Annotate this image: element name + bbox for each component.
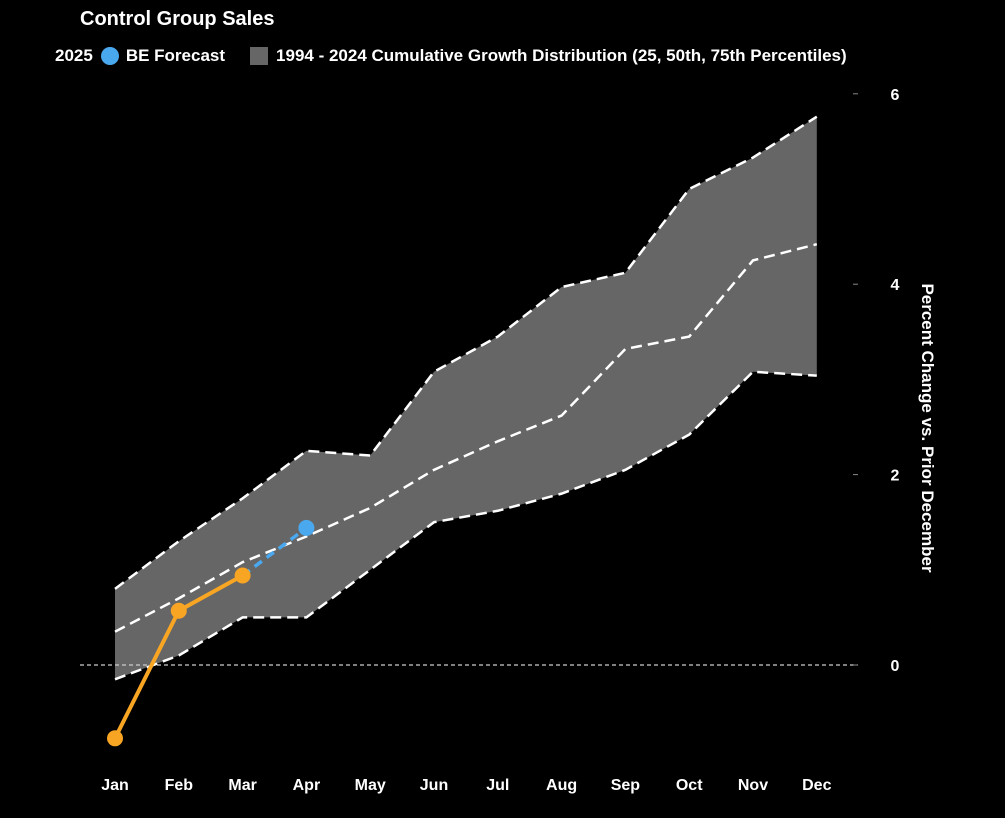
x-tick-dec: Dec bbox=[802, 777, 831, 794]
y-axis-label: Percent Change vs. Prior December bbox=[918, 283, 937, 573]
legend-forecast-label: BE Forecast bbox=[125, 46, 226, 65]
actual-point-jan bbox=[107, 730, 123, 747]
x-tick-nov: Nov bbox=[738, 777, 768, 794]
y-tick-4: 4 bbox=[891, 277, 900, 294]
percentile-25-line bbox=[114, 370, 817, 681]
distribution-band bbox=[115, 116, 817, 680]
x-tick-may: May bbox=[355, 777, 386, 794]
x-tick-mar: Mar bbox=[228, 777, 256, 794]
legend-band-swatch bbox=[250, 47, 269, 65]
percentile-50-line bbox=[114, 243, 818, 633]
x-tick-oct: Oct bbox=[676, 777, 703, 794]
legend-actual-label: 2025 bbox=[55, 46, 93, 65]
x-tick-jan: Jan bbox=[101, 777, 129, 794]
forecast-point-apr bbox=[298, 519, 315, 536]
y-tick-2: 2 bbox=[891, 468, 900, 485]
forecast-line bbox=[241, 526, 308, 577]
legend: 2025 BE Forecast 1994 - 2024 Cumulative … bbox=[55, 46, 847, 66]
percentile-75-line bbox=[114, 115, 818, 590]
x-tick-jun: Jun bbox=[420, 777, 448, 794]
x-tick-sep: Sep bbox=[611, 777, 641, 794]
actual-point-feb bbox=[170, 602, 187, 619]
legend-band-label: 1994 - 2024 Cumulative Growth Distributi… bbox=[276, 46, 847, 65]
x-tick-feb: Feb bbox=[165, 777, 194, 794]
actual-point-mar bbox=[234, 567, 251, 584]
y-tick-6: 6 bbox=[891, 87, 900, 104]
x-tick-jul: Jul bbox=[486, 777, 509, 794]
legend-forecast-marker bbox=[100, 47, 119, 65]
y-tick-0: 0 bbox=[891, 658, 900, 675]
x-tick-aug: Aug bbox=[546, 777, 577, 794]
chart-title: Control Group Sales bbox=[80, 8, 275, 30]
x-tick-apr: Apr bbox=[293, 777, 321, 794]
